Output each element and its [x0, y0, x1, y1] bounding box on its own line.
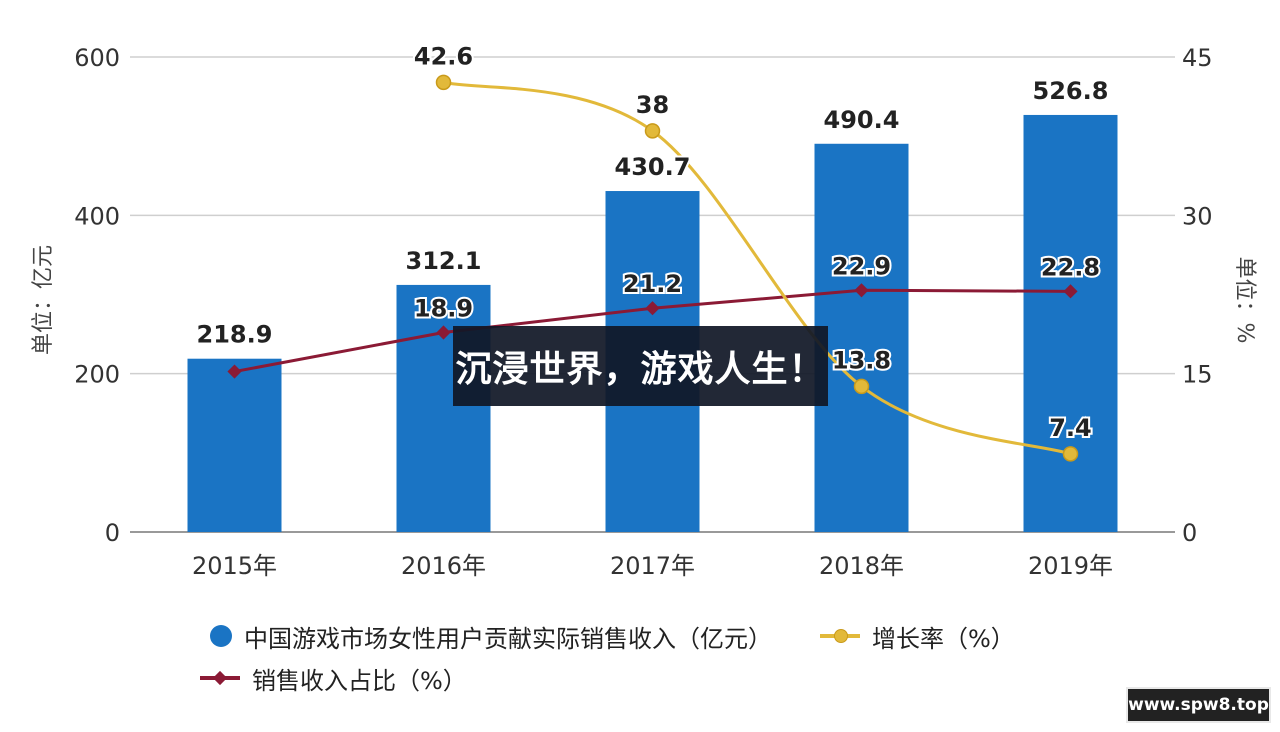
share-data-label: 22.8	[1041, 253, 1100, 281]
growth-line	[443, 80, 1071, 456]
y-tick-left: 600	[74, 44, 120, 72]
bar	[1023, 114, 1118, 532]
legend-label-growth: 增长率（%）	[872, 624, 1015, 653]
legend-marker-share	[200, 670, 240, 686]
legend-item-growth: 增长率（%）	[820, 619, 1015, 654]
y-axis-label-left: 单位：亿元	[31, 245, 56, 355]
bar-data-label: 312.1	[406, 247, 482, 275]
growth-point	[1062, 446, 1079, 462]
bar	[187, 358, 282, 532]
growth-point	[853, 378, 870, 395]
bar-data-label: 526.8	[1033, 77, 1109, 105]
share-data-label: 22.9	[832, 252, 891, 280]
x-tick-label: 2019年	[1028, 552, 1113, 580]
bar-data-label: 490.4	[824, 106, 900, 134]
y-axis-label-right: 单位：%	[1232, 257, 1257, 344]
growth-data-label: 38	[636, 91, 669, 119]
share-point	[854, 283, 869, 298]
line-series	[227, 74, 1079, 462]
y-tick-left: 400	[74, 202, 120, 230]
overlay-banner: 沉浸世界，游戏人生！	[453, 326, 828, 406]
legend-item-revenue: 中国游戏市场女性用户贡献实际销售收入（亿元）	[200, 619, 772, 654]
growth-point	[644, 123, 661, 139]
share-point	[227, 364, 242, 379]
share-point	[645, 301, 660, 316]
y-tick-left: 200	[74, 361, 120, 389]
y-tick-right: 0	[1182, 519, 1197, 547]
x-tick-label: 2018年	[819, 552, 904, 580]
x-axis-ticks: 2015年 2016年 2017年 2018年 2019年	[192, 552, 1113, 580]
legend-marker-growth	[820, 629, 860, 643]
share-data-label: 18.9	[414, 295, 473, 323]
site-badge[interactable]: www.spw8.top	[1126, 687, 1271, 723]
bar	[814, 143, 909, 532]
y-tick-right: 15	[1182, 361, 1213, 389]
legend-label-share: 销售收入占比（%）	[252, 666, 467, 695]
growth-point	[435, 74, 452, 91]
legend: 中国游戏市场女性用户贡献实际销售收入（亿元） 增长率（%） 销售收入占比（%）	[200, 615, 1063, 699]
y-tick-right: 45	[1182, 44, 1213, 72]
bar-data-label: 218.9	[197, 321, 273, 349]
data-labels: 218.9 312.1 430.7 490.4 526.8 18.9 21.2 22.9 22.…	[195, 40, 1111, 444]
x-tick-label: 2017年	[610, 552, 695, 580]
x-tick-label: 2015年	[192, 552, 277, 580]
share-point	[436, 325, 451, 340]
x-tick-label: 2016年	[401, 552, 486, 580]
growth-data-label: 42.6	[414, 42, 473, 70]
chart: 0 200 400 600 0 15 30 45 218.9 312.1 430.7 490.4 5…	[31, 40, 1257, 580]
right-axis: 0 15 30 45	[1182, 44, 1213, 547]
bar-data-label: 430.7	[615, 153, 691, 181]
left-axis: 0 200 400 600	[74, 44, 120, 547]
y-tick-right: 30	[1182, 202, 1213, 230]
growth-data-label: 13.8	[832, 346, 891, 374]
growth-data-label: 7.4	[1049, 414, 1092, 442]
legend-item-share: 销售收入占比（%）	[200, 661, 467, 696]
legend-label-revenue: 中国游戏市场女性用户贡献实际销售收入（亿元）	[244, 624, 772, 653]
y-tick-left: 0	[105, 519, 120, 547]
legend-marker-bar	[210, 625, 232, 647]
share-data-label: 21.2	[623, 270, 682, 298]
share-point	[1063, 284, 1078, 299]
